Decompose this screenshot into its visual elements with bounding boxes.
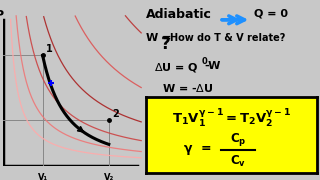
Text: $\mathbf{C_p}$: $\mathbf{C_p}$	[230, 131, 246, 148]
Text: ?: ?	[161, 35, 171, 53]
Text: W = -$\Delta$U: W = -$\Delta$U	[162, 82, 213, 94]
Text: 1: 1	[46, 44, 53, 54]
Text: $\Delta$U = Q: $\Delta$U = Q	[154, 61, 198, 74]
Text: $\mathbf{C_v}$: $\mathbf{C_v}$	[230, 154, 246, 169]
Text: Q = 0: Q = 0	[254, 8, 288, 18]
Text: P: P	[0, 9, 4, 22]
Text: W =: W =	[146, 33, 175, 43]
Text: $\mathbf{\gamma}$  =: $\mathbf{\gamma}$ =	[183, 143, 211, 157]
Text: 0: 0	[202, 57, 207, 66]
Text: How do T & V relate?: How do T & V relate?	[170, 33, 285, 43]
Text: $\mathbf{T_1 V_1^{\gamma-1} = T_2 V_2^{\gamma-1}}$: $\mathbf{T_1 V_1^{\gamma-1} = T_2 V_2^{\…	[172, 107, 291, 129]
Text: 2: 2	[112, 109, 119, 119]
Text: V₁: V₁	[37, 173, 48, 180]
Text: Adiabatic: Adiabatic	[146, 8, 212, 21]
Text: -W: -W	[204, 61, 220, 71]
Text: V₂: V₂	[104, 173, 114, 180]
